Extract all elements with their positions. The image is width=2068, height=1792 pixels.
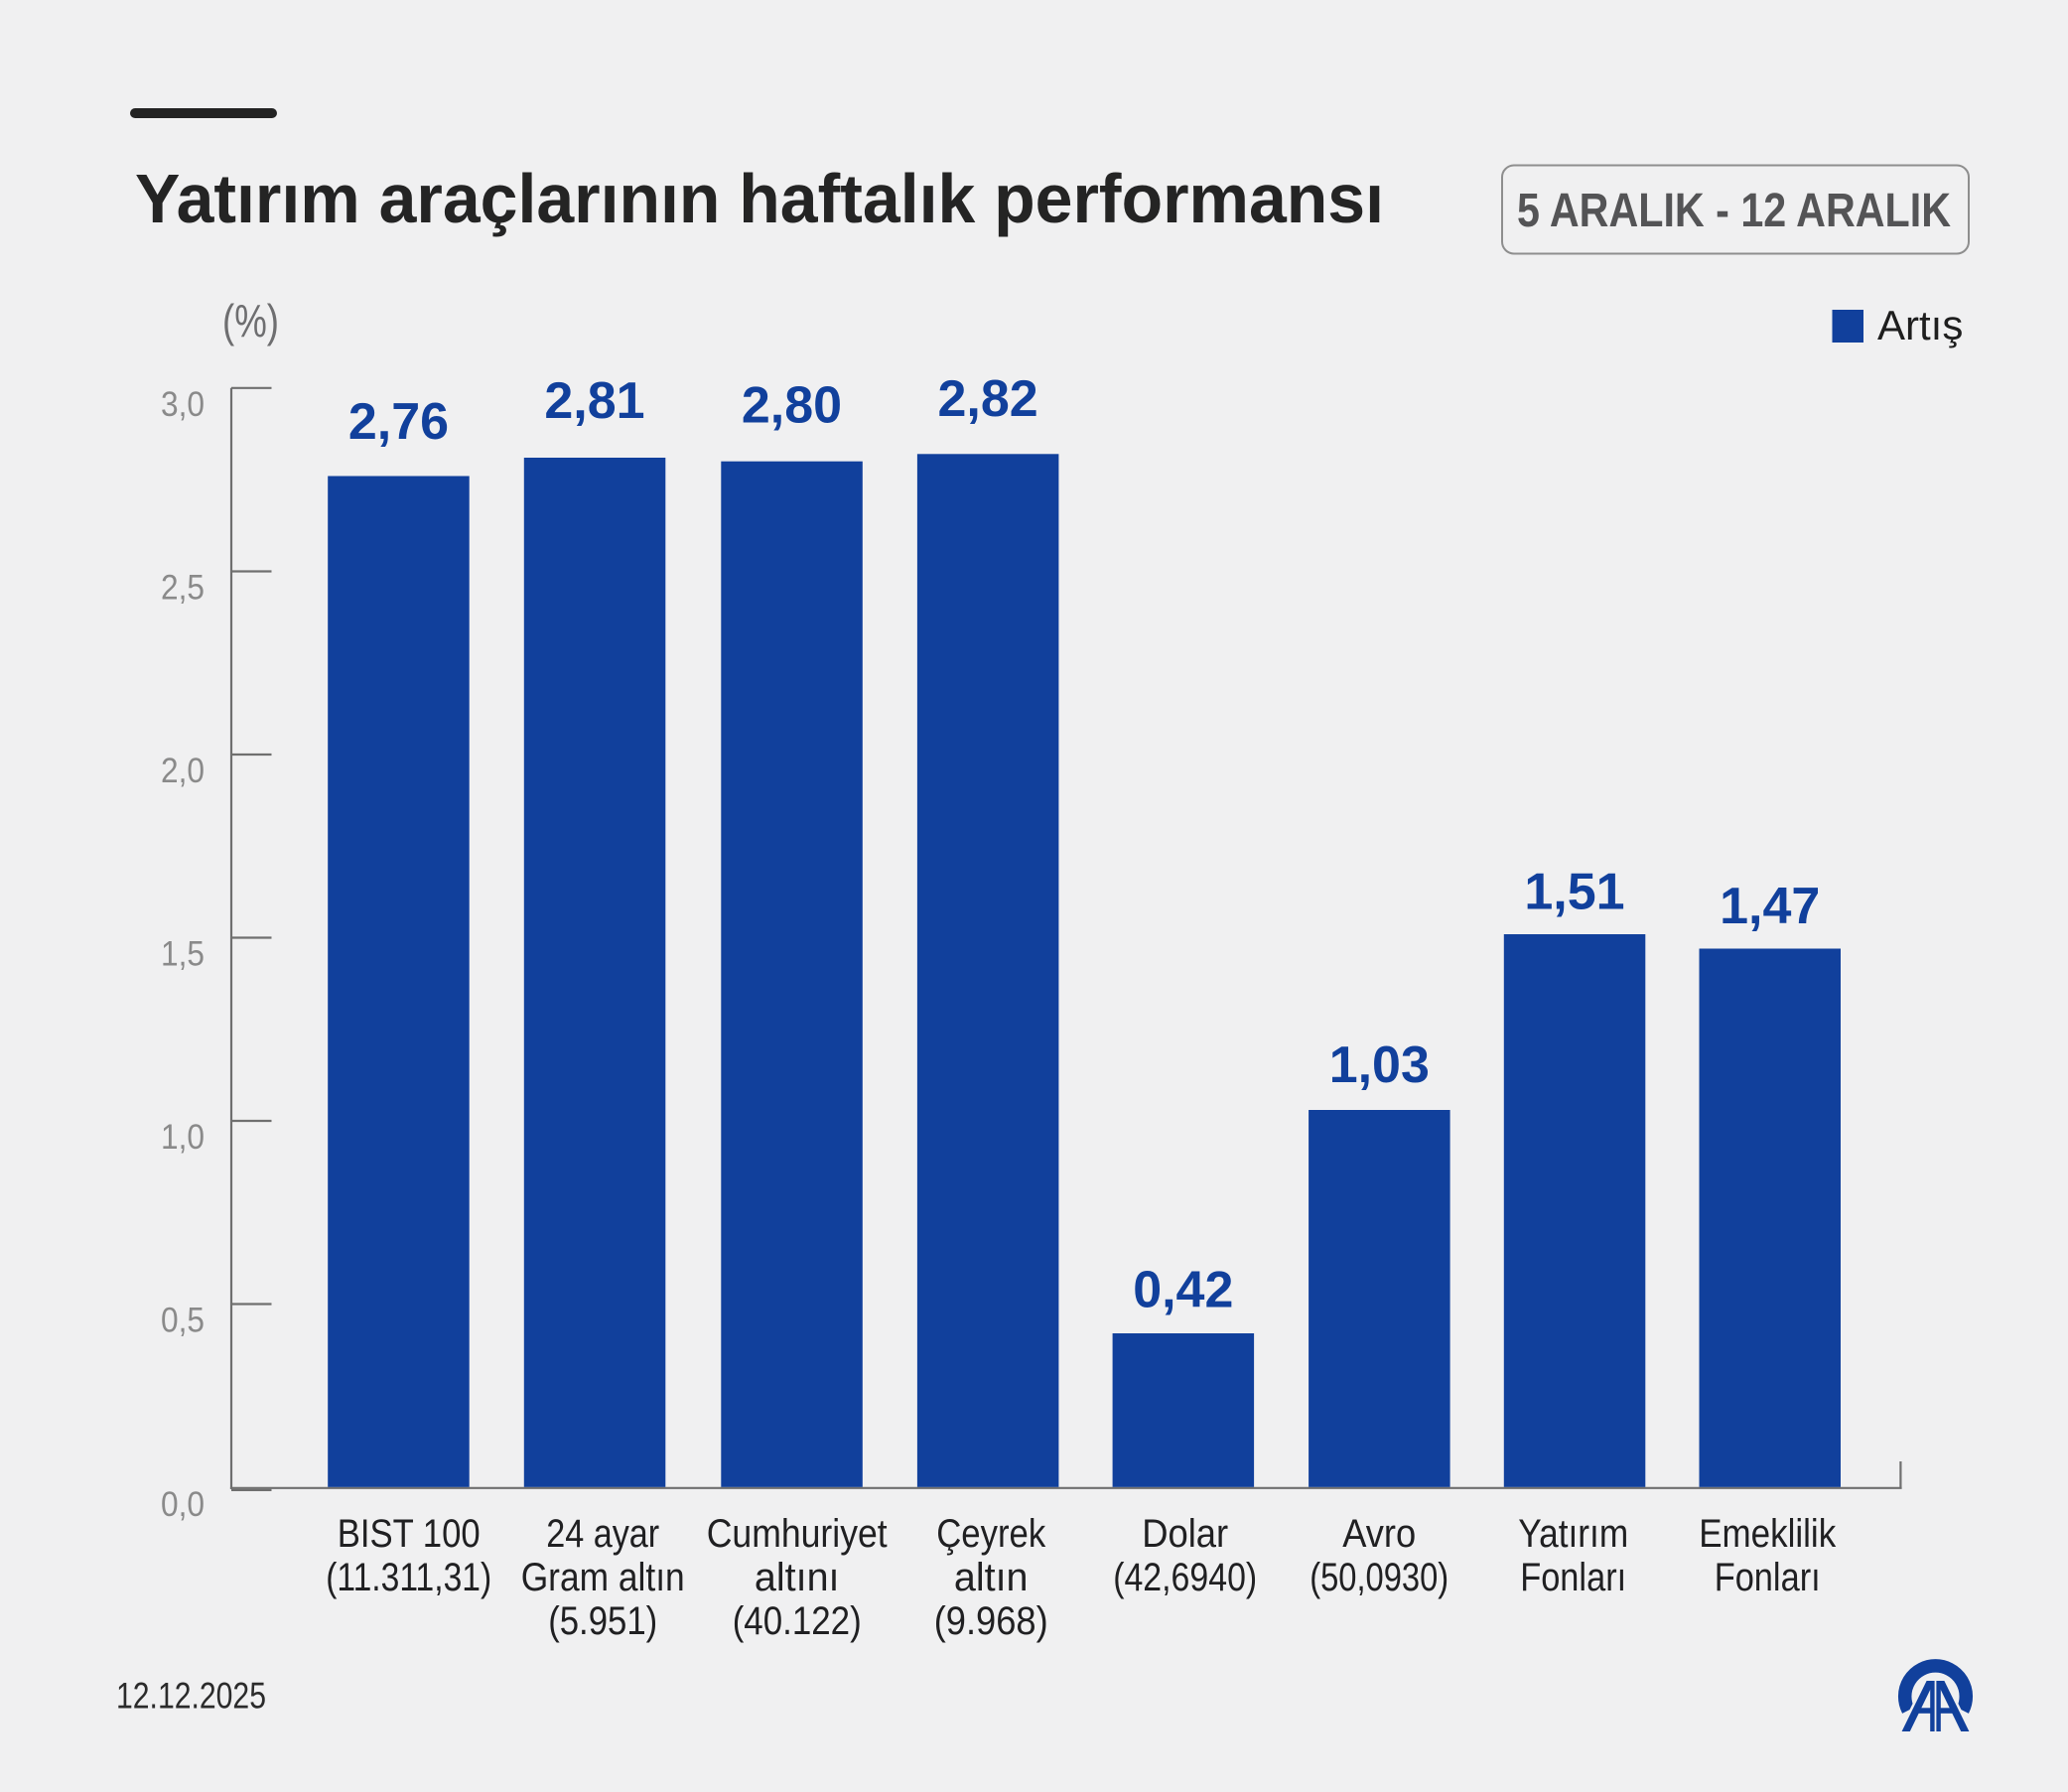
svg-text:0,0: 0,0: [161, 1485, 205, 1524]
svg-text:0,5: 0,5: [161, 1302, 205, 1340]
svg-text:(42,6940): (42,6940): [1113, 1556, 1257, 1599]
svg-text:2,76: 2,76: [348, 393, 449, 451]
svg-text:(9.968): (9.968): [934, 1599, 1048, 1643]
svg-text:2,5: 2,5: [161, 569, 205, 608]
svg-text:Artış: Artış: [1877, 302, 1963, 348]
svg-text:0,42: 0,42: [1133, 1262, 1233, 1319]
svg-text:Cumhuriyet: Cumhuriyet: [707, 1512, 888, 1556]
svg-text:altını: altını: [755, 1556, 840, 1599]
svg-text:1,0: 1,0: [161, 1118, 205, 1157]
svg-text:2,0: 2,0: [161, 752, 205, 790]
svg-text:Avro: Avro: [1342, 1512, 1416, 1556]
svg-text:Dolar: Dolar: [1142, 1512, 1228, 1556]
svg-text:Fonları: Fonları: [1715, 1556, 1821, 1599]
svg-text:Emeklilik: Emeklilik: [1699, 1512, 1836, 1556]
svg-text:Fonları: Fonları: [1520, 1556, 1626, 1599]
svg-text:(40.122): (40.122): [733, 1599, 862, 1643]
svg-text:Gram altın: Gram altın: [521, 1556, 685, 1599]
svg-text:BIST 100: BIST 100: [338, 1512, 481, 1556]
svg-text:(50,0930): (50,0930): [1310, 1556, 1448, 1599]
svg-text:5 ARALIK - 12 ARALIK: 5 ARALIK - 12 ARALIK: [1517, 185, 1951, 237]
svg-text:1,51: 1,51: [1524, 864, 1624, 921]
svg-text:Yatırım: Yatırım: [1518, 1512, 1628, 1556]
svg-text:(%): (%): [222, 295, 279, 346]
svg-text:1,47: 1,47: [1720, 878, 1820, 935]
svg-text:24 ayar: 24 ayar: [546, 1512, 659, 1556]
svg-text:Yatırım araçlarının haftalık p: Yatırım araçlarının haftalık performansı: [135, 160, 1384, 237]
svg-text:1,5: 1,5: [161, 935, 205, 974]
svg-text:1,03: 1,03: [1329, 1036, 1430, 1094]
svg-text:12.12.2025: 12.12.2025: [116, 1676, 266, 1717]
svg-text:altın: altın: [954, 1556, 1029, 1599]
svg-text:2,80: 2,80: [742, 377, 842, 435]
svg-text:2,82: 2,82: [937, 370, 1037, 428]
svg-text:Çeyrek: Çeyrek: [936, 1512, 1045, 1556]
svg-text:2,81: 2,81: [544, 372, 644, 430]
svg-text:(5.951): (5.951): [548, 1599, 657, 1643]
svg-text:3,0: 3,0: [161, 385, 205, 424]
svg-text:(11.311,31): (11.311,31): [326, 1556, 491, 1599]
